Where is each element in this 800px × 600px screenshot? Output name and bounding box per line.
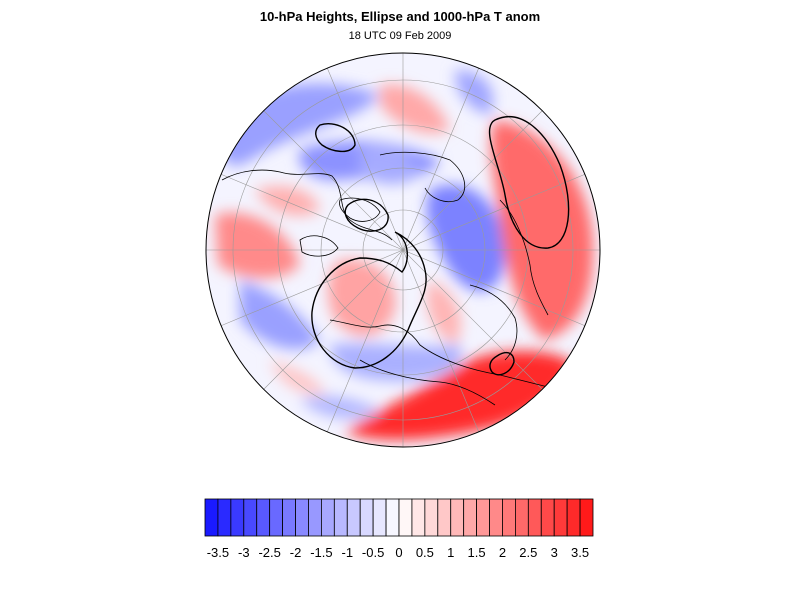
colorbar-cells	[204, 498, 594, 537]
colorbar-cell	[269, 498, 283, 537]
anomaly-negative-region	[330, 343, 462, 381]
colorbar-cell	[320, 498, 335, 537]
colorbar-tick-label: 2	[499, 545, 506, 560]
graticule	[206, 53, 600, 447]
colorbar-tick-label: 2.5	[519, 545, 537, 560]
anomaly-positive-region	[328, 259, 396, 337]
colorbar-cell	[579, 498, 594, 537]
anomaly-negative-region	[360, 146, 420, 185]
figure-subtitle: 18 UTC 09 Feb 2009	[348, 30, 452, 42]
colorbar-tick-label: -3	[238, 545, 250, 560]
colorbar-tick-label: 0	[395, 545, 402, 560]
colorbar-cell	[372, 498, 387, 537]
colorbar-cell	[217, 498, 232, 537]
colorbar-tick-label: 3	[551, 545, 558, 560]
anomaly-positive-region	[255, 186, 320, 216]
colorbar-tick-label: 3.5	[571, 545, 589, 560]
colorbar-tick-label: 1.5	[468, 545, 486, 560]
colorbar-cell	[256, 498, 271, 537]
colorbar-cell	[204, 498, 219, 537]
colorbar-cell	[424, 498, 439, 537]
colorbar-cell	[230, 498, 245, 537]
colorbar-cell	[502, 498, 516, 537]
anomaly-negative-region	[300, 395, 380, 419]
colorbar-tick-label: -2.5	[258, 545, 280, 560]
anomaly-positive-region	[426, 280, 461, 345]
height-contours	[311, 116, 570, 376]
colorbar-cell	[553, 498, 568, 537]
colorbar-cell	[411, 498, 426, 537]
colorbar-cell	[359, 498, 374, 537]
colorbar-tick-label: -3.5	[207, 545, 229, 560]
colorbar-cell	[437, 498, 452, 537]
colorbar-cell	[566, 498, 581, 537]
colorbar-cell	[282, 498, 296, 537]
colorbar-cell	[450, 498, 465, 537]
temperature-anomaly-field	[206, 53, 600, 447]
polar-map	[205, 52, 601, 448]
colorbar-cell	[515, 498, 529, 537]
colorbar-tick-label: 0.5	[416, 545, 434, 560]
anomaly-negative-region	[240, 280, 320, 350]
anomaly-positive-region	[380, 84, 450, 134]
coastlines	[221, 151, 561, 406]
colorbar-labels: -3.5 -3 -2.5 -2 -1.5 -1 -0.5 0 0.5 1 1.5 2 2.5 3 3.5	[207, 545, 589, 560]
colorbar-cell	[476, 498, 490, 537]
colorbar-cell	[295, 498, 309, 537]
anomaly-positive-region	[270, 360, 325, 395]
colorbar-cell	[346, 498, 361, 537]
colorbar-cell	[540, 498, 555, 537]
colorbar-cell	[463, 498, 477, 537]
globe-outline	[205, 52, 601, 448]
colorbar-cell	[333, 498, 348, 537]
anomaly-negative-region	[426, 184, 506, 292]
colorbar-tick-label: -0.5	[362, 545, 384, 560]
anomaly-positive-region	[490, 120, 594, 340]
colorbar-tick-label: 1	[447, 545, 454, 560]
colorbar-cell	[398, 498, 413, 537]
colorbar-tick-label: -1.5	[310, 545, 332, 560]
anomaly-negative-region	[455, 70, 494, 115]
colorbar-cell	[385, 498, 400, 537]
colorbar-tick-label: -1	[341, 545, 353, 560]
colorbar-tick-label: -2	[290, 545, 302, 560]
colorbar-cell	[243, 498, 258, 537]
colorbar-cell	[527, 498, 542, 537]
figure-title: 10-hPa Heights, Ellipse and 1000-hPa T a…	[259, 9, 541, 24]
colorbar-cell	[308, 498, 322, 537]
colorbar-cell	[489, 498, 503, 537]
